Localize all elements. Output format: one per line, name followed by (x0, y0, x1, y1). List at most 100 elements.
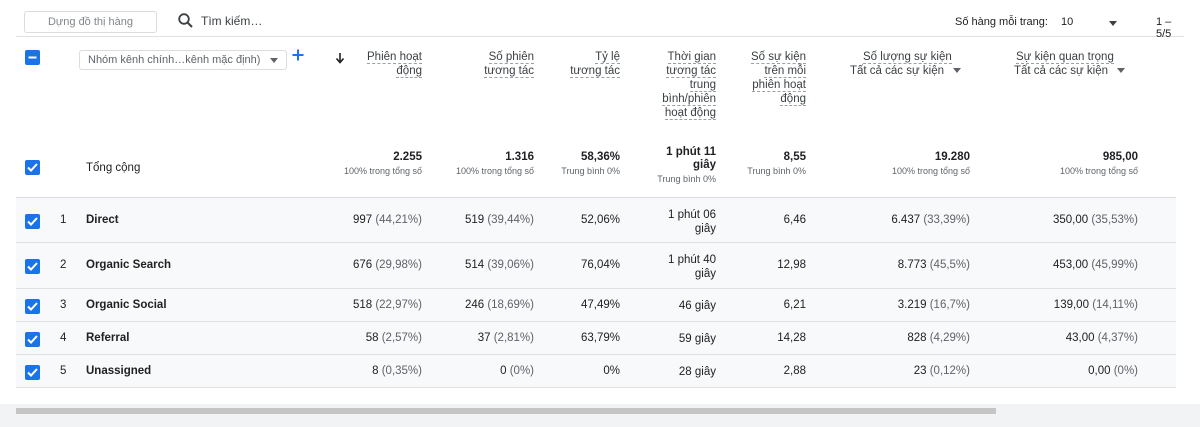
row-engaged-sessions: 514 (39,06%) (464, 259, 534, 271)
row-checkbox[interactable] (25, 259, 40, 274)
row-avg-engagement-time: 59 giây (678, 333, 716, 345)
key-events-filter[interactable]: Tất cả các sự kiện (1014, 65, 1108, 77)
table-row[interactable]: 5 Unassigned 8 (0,35%) 0 (0%) 0% 28 giây 2,88 2… (16, 355, 1176, 388)
row-index: 1 (60, 214, 67, 226)
check-icon (27, 163, 38, 172)
table-row[interactable]: 2 Organic Search 676 (29,98%) 514 (39,06%) 7… (16, 243, 1176, 289)
minus-icon (28, 56, 37, 59)
totals-checkbox[interactable] (25, 160, 40, 175)
table-row[interactable]: 1 Direct 997 (44,21%) 519 (39,44%) 52,06% 1 p… (16, 198, 1176, 243)
check-icon (27, 302, 38, 311)
row-key-events: 0,00 (0%) (1088, 365, 1138, 377)
rows-per-page-label: Số hàng mỗi trang: (955, 16, 1048, 28)
row-sessions: 997 (44,21%) (352, 214, 422, 226)
row-event-count: 6.437 (33,39%) (891, 214, 970, 226)
row-sessions: 58 (2,57%) (365, 332, 422, 344)
row-key-events: 43,00 (4,37%) (1065, 332, 1138, 344)
search-icon[interactable] (177, 12, 195, 30)
row-event-count: 828 (4,29%) (907, 332, 970, 344)
header-avg-engagement-time[interactable]: Thời gian tương tác trung bình/phiên hoạ… (662, 51, 716, 120)
dimension-select-label: Nhóm kênh chính…kênh mặc định) (88, 54, 261, 66)
row-sessions: 676 (29,98%) (352, 259, 422, 271)
totals-sessions: 2.255 100% trong tổng số (343, 151, 422, 176)
header-sessions[interactable]: Phiên hoạt động (367, 51, 422, 78)
row-events-per-session: 6,21 (783, 299, 806, 311)
row-engagement-rate: 47,49% (580, 299, 620, 311)
chevron-down-icon[interactable] (953, 68, 962, 74)
header-engaged-sessions[interactable]: Số phiên tương tác (484, 51, 534, 78)
row-checkbox[interactable] (25, 214, 40, 229)
plot-rows-button[interactable]: Dựng đồ thị hàng (24, 11, 157, 33)
check-icon (27, 217, 38, 226)
check-icon (27, 262, 38, 271)
plus-icon[interactable] (291, 48, 305, 62)
row-channel-name: Organic Search (86, 259, 172, 271)
pagination-range: 1 – 5/5 (1156, 16, 1172, 40)
row-engagement-rate: 63,79% (580, 332, 620, 344)
row-avg-engagement-time: 1 phút 06 giây (668, 209, 716, 235)
table-header-row: Nhóm kênh chính…kênh mặc định) Phiên hoạ… (16, 38, 1176, 138)
row-engagement-rate: 52,06% (580, 214, 620, 226)
row-avg-engagement-time: 46 giây (678, 300, 716, 312)
totals-row: Tổng cộng 2.255 100% trong tổng số 1.316 1… (16, 138, 1176, 198)
chevron-down-icon[interactable] (1117, 68, 1126, 74)
row-checkbox[interactable] (25, 299, 40, 314)
check-icon (27, 335, 38, 344)
row-sessions: 518 (22,97%) (352, 299, 422, 311)
row-event-count: 3.219 (16,7%) (897, 299, 970, 311)
rows-per-page-select[interactable]: 10 (1061, 16, 1074, 28)
row-events-per-session: 2,88 (783, 365, 806, 377)
row-avg-engagement-time: 28 giây (678, 366, 716, 378)
row-key-events: 139,00 (14,11%) (1053, 299, 1138, 311)
row-checkbox[interactable] (25, 365, 40, 380)
row-index: 5 (60, 365, 67, 377)
row-channel-name: Referral (86, 332, 130, 344)
sort-descending-icon[interactable] (334, 52, 346, 64)
row-channel-name: Direct (86, 214, 119, 226)
totals-avg-engagement-time: 1 phút 11 giây Trung bình 0% (657, 146, 716, 184)
search-input[interactable] (201, 12, 401, 30)
row-engaged-sessions: 0 (0%) (500, 365, 534, 377)
chevron-down-icon (270, 58, 278, 63)
row-index: 3 (60, 299, 67, 311)
totals-label: Tổng cộng (86, 162, 141, 174)
row-engaged-sessions: 246 (18,69%) (464, 299, 534, 311)
row-events-per-session: 12,98 (777, 259, 806, 271)
table-toolbar: Dựng đồ thị hàng Số hàng mỗi trang: 10 1… (16, 9, 1184, 40)
header-key-events[interactable]: Sự kiện quan trọng Tất cả các sự kiện (1014, 50, 1126, 78)
chevron-down-icon[interactable] (1109, 21, 1117, 26)
row-key-events: 350,00 (35,53%) (1052, 214, 1138, 226)
row-index: 2 (60, 259, 67, 271)
row-key-events: 453,00 (45,99%) (1052, 259, 1138, 271)
row-engaged-sessions: 37 (2,81%) (477, 332, 534, 344)
table-row[interactable]: 3 Organic Social 518 (22,97%) 246 (18,69%) 4… (16, 289, 1176, 322)
row-engaged-sessions: 519 (39,44%) (464, 214, 534, 226)
row-avg-engagement-time: 1 phút 40 giây (668, 254, 716, 280)
check-icon (27, 368, 38, 377)
totals-engagement-rate: 58,36% Trung bình 0% (561, 151, 620, 176)
header-events-per-session[interactable]: Số sự kiện trên mỗi phiên hoạt động (750, 51, 806, 106)
totals-event-count: 19.280 100% trong tổng số (891, 151, 970, 176)
row-engagement-rate: 0% (603, 365, 620, 377)
table-row[interactable]: 4 Referral 58 (2,57%) 37 (2,81%) 63,79% 59 gi… (16, 322, 1176, 355)
row-event-count: 8.773 (45,5%) (897, 259, 970, 271)
dimension-select[interactable]: Nhóm kênh chính…kênh mặc định) (79, 50, 287, 70)
row-events-per-session: 6,46 (783, 214, 806, 226)
totals-events-per-session: 8,55 Trung bình 0% (747, 151, 806, 176)
row-channel-name: Organic Social (86, 299, 167, 311)
totals-engaged-sessions: 1.316 100% trong tổng số (455, 151, 534, 176)
header-event-count[interactable]: Số lượng sự kiện Tất cả các sự kiện (850, 50, 962, 78)
select-all-checkbox[interactable] (25, 50, 40, 65)
header-engagement-rate[interactable]: Tỷ lệ tương tác (570, 51, 620, 78)
row-event-count: 23 (0,12%) (913, 365, 970, 377)
row-channel-name: Unassigned (86, 365, 152, 377)
horizontal-scrollbar[interactable] (0, 404, 1200, 427)
row-events-per-session: 14,28 (777, 332, 806, 344)
row-engagement-rate: 76,04% (580, 259, 620, 271)
row-index: 4 (60, 332, 67, 344)
scrollbar-thumb[interactable] (16, 408, 996, 414)
row-sessions: 8 (0,35%) (372, 365, 422, 377)
totals-key-events: 985,00 100% trong tổng số (1059, 151, 1138, 176)
row-checkbox[interactable] (25, 332, 40, 347)
event-count-filter[interactable]: Tất cả các sự kiện (850, 65, 944, 77)
